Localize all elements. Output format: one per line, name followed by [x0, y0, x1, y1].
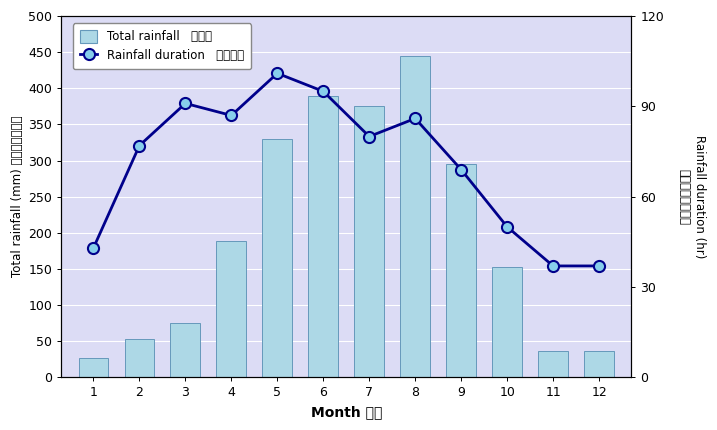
Bar	[125, 339, 154, 377]
Bar	[492, 267, 522, 377]
Bar	[584, 351, 614, 377]
Legend: Total rainfall   總雨量, Rainfall duration   降雨時間: Total rainfall 總雨量, Rainfall duration 降雨…	[72, 23, 251, 70]
Bar	[308, 95, 338, 377]
Bar	[217, 242, 247, 377]
Bar	[79, 358, 108, 377]
X-axis label: Month 月份: Month 月份	[310, 405, 382, 419]
Bar	[446, 164, 476, 377]
Bar	[262, 139, 293, 377]
Bar	[400, 56, 430, 377]
Bar	[354, 106, 384, 377]
Y-axis label: Total rainfall (mm) 總雨量（毫米）: Total rainfall (mm) 總雨量（毫米）	[11, 116, 24, 277]
Bar	[171, 323, 200, 377]
Bar	[538, 351, 568, 377]
Y-axis label: Rainfall duration (hr)
降雨時間（小時）: Rainfall duration (hr) 降雨時間（小時）	[678, 135, 706, 258]
